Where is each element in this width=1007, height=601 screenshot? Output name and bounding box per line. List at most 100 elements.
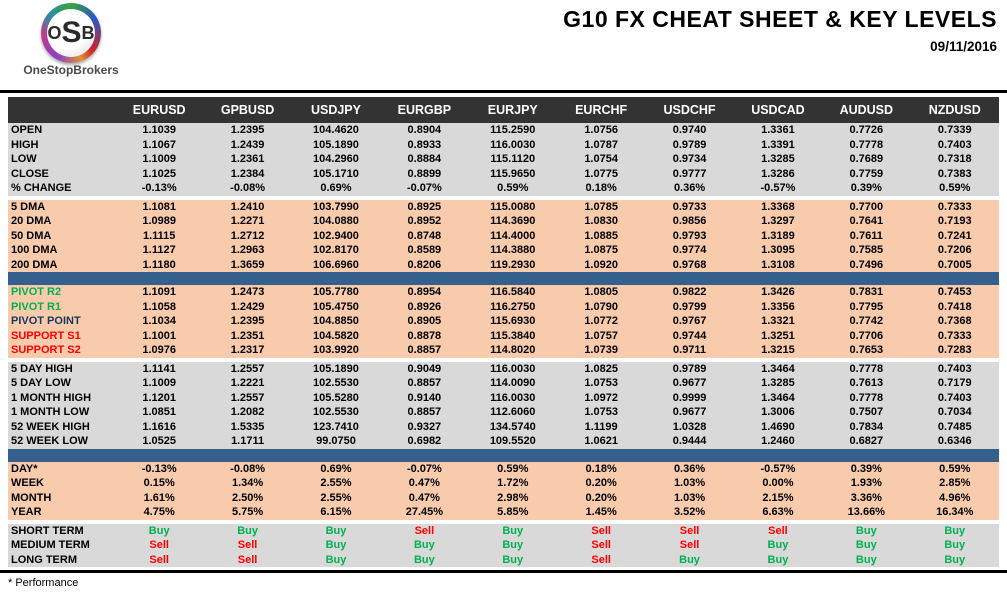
value-cell: 1.2361 xyxy=(203,152,292,167)
value-cell: 103.7990 xyxy=(291,199,381,214)
table-row-support-s2: SUPPORT S2 1.0976 1.2317 103.9920 0.8857 114.… xyxy=(8,343,999,358)
value-cell: 2.55% xyxy=(291,490,381,505)
value-cell: 0.8878 xyxy=(380,328,469,343)
brand-name: OneStopBrokers xyxy=(23,63,119,77)
signal-cell: Sell xyxy=(203,552,292,567)
value-cell: 1.2082 xyxy=(203,405,292,420)
value-cell: 0.9789 xyxy=(645,137,734,152)
value-cell: 1.3251 xyxy=(733,328,823,343)
value-cell: 1.3285 xyxy=(733,376,823,391)
value-cell: 1.2395 xyxy=(203,314,292,329)
value-cell: 0.7453 xyxy=(910,285,999,300)
value-cell: 0.9777 xyxy=(645,166,734,181)
value-cell: 102.5530 xyxy=(291,405,381,420)
value-cell: 0.9140 xyxy=(380,390,469,405)
value-cell: 1.1067 xyxy=(115,137,204,152)
value-cell: 0.7368 xyxy=(910,314,999,329)
value-cell: 1.0976 xyxy=(115,343,204,358)
value-cell: 1.61% xyxy=(115,490,204,505)
value-cell: 1.3361 xyxy=(733,123,823,138)
column-header-eurjpy: EURJPY xyxy=(468,97,557,123)
table-container: EURUSD GPBUSD USDJPY EURGBP EURJPY EURCHF USDC… xyxy=(0,93,1007,567)
row-label-5-day-low: 5 DAY LOW xyxy=(8,376,115,391)
value-cell: 0.7653 xyxy=(822,343,911,358)
row-label-100-dma: 100 DMA xyxy=(8,243,115,258)
value-cell: 0.9774 xyxy=(645,243,734,258)
value-cell: 0.7496 xyxy=(822,257,911,272)
value-cell: 0.7403 xyxy=(910,361,999,376)
row-label-change: % CHANGE xyxy=(8,181,115,196)
top-divider xyxy=(0,90,1007,93)
row-label-1-month-low: 1 MONTH LOW xyxy=(8,405,115,420)
table-row-open: OPEN 1.1039 1.2395 104.4620 0.8904 115.2590 1.… xyxy=(8,123,999,138)
logo-letter-o: O xyxy=(47,23,62,43)
value-cell: 1.1141 xyxy=(115,361,204,376)
value-cell: 27.45% xyxy=(380,505,469,520)
value-cell: 0.8589 xyxy=(380,243,469,258)
row-label-1-month-high: 1 MONTH HIGH xyxy=(8,390,115,405)
value-cell: 0.36% xyxy=(645,461,734,476)
value-cell: 0.20% xyxy=(556,476,646,491)
table-body: OPEN 1.1039 1.2395 104.4620 0.8904 115.2590 1.… xyxy=(8,123,999,567)
table-row-change: % CHANGE -0.13% -0.08% 0.69% -0.07% 0.59% 0.18… xyxy=(8,181,999,196)
table-row-52-week-low: 52 WEEK LOW 1.0525 1.1711 99.0750 0.6982 109.… xyxy=(8,434,999,449)
value-cell: 1.03% xyxy=(645,490,734,505)
value-cell: 0.7700 xyxy=(822,199,911,214)
value-cell: 2.50% xyxy=(203,490,292,505)
value-cell: 0.7193 xyxy=(910,214,999,229)
value-cell: 0.8925 xyxy=(380,199,469,214)
signal-cell: Buy xyxy=(910,523,999,538)
value-cell: 0.7834 xyxy=(822,419,911,434)
value-cell: 1.3356 xyxy=(733,299,823,314)
value-cell: 3.52% xyxy=(645,505,734,520)
value-cell: 116.0030 xyxy=(468,390,557,405)
signal-cell: Sell xyxy=(645,538,734,553)
section-gap xyxy=(8,519,999,524)
value-cell: 0.7585 xyxy=(822,243,911,258)
value-cell: 1.2963 xyxy=(203,243,292,258)
value-cell: 0.7507 xyxy=(822,405,911,420)
value-cell: 0.8748 xyxy=(380,228,469,243)
value-cell: 3.36% xyxy=(822,490,911,505)
value-cell: 1.2384 xyxy=(203,166,292,181)
value-cell: 1.1058 xyxy=(115,299,204,314)
row-label-day: DAY* xyxy=(8,461,115,476)
value-cell: 0.7795 xyxy=(822,299,911,314)
signal-cell: Buy xyxy=(203,523,292,538)
blue-separator-bar xyxy=(8,272,999,285)
value-cell: 1.2557 xyxy=(203,361,292,376)
value-cell: 5.75% xyxy=(203,505,292,520)
value-cell: 99.0750 xyxy=(291,434,381,449)
value-cell: 1.0920 xyxy=(556,257,646,272)
table-row-1-month-high: 1 MONTH HIGH 1.1201 1.2557 105.5280 0.9140 11… xyxy=(8,390,999,405)
value-cell: 0.7403 xyxy=(910,137,999,152)
value-cell: 116.0030 xyxy=(468,361,557,376)
column-header-eurchf: EURCHF xyxy=(556,97,646,123)
value-cell: 1.2439 xyxy=(203,137,292,152)
value-cell: 1.0790 xyxy=(556,299,646,314)
value-cell: 102.5530 xyxy=(291,376,381,391)
value-cell: -0.07% xyxy=(380,461,469,476)
value-cell: 134.5740 xyxy=(468,419,557,434)
row-label-pivot-point: PIVOT POINT xyxy=(8,314,115,329)
signal-cell: Buy xyxy=(733,552,823,567)
logo-letter-s: S xyxy=(61,16,82,49)
value-cell: 0.7742 xyxy=(822,314,911,329)
value-cell: 1.93% xyxy=(822,476,911,491)
row-label-open: OPEN xyxy=(8,123,115,138)
value-cell: 1.2221 xyxy=(203,376,292,391)
signal-cell: Sell xyxy=(556,538,646,553)
value-cell: 0.7206 xyxy=(910,243,999,258)
table-row-52-week-high: 52 WEEK HIGH 1.1616 1.5335 123.7410 0.9327 13… xyxy=(8,419,999,434)
value-cell: 115.9650 xyxy=(468,166,557,181)
value-cell: 1.0805 xyxy=(556,285,646,300)
value-cell: 1.1009 xyxy=(115,152,204,167)
value-cell: 1.3321 xyxy=(733,314,823,329)
value-cell: 1.1001 xyxy=(115,328,204,343)
section-gap xyxy=(8,357,999,362)
value-cell: 0.8905 xyxy=(380,314,469,329)
section-gap xyxy=(8,357,999,362)
value-cell: 1.0739 xyxy=(556,343,646,358)
table-row-long-term: LONG TERM Sell Sell Buy Buy Buy Sell Buy Buy Buy B… xyxy=(8,552,999,567)
value-cell: 1.3659 xyxy=(203,257,292,272)
